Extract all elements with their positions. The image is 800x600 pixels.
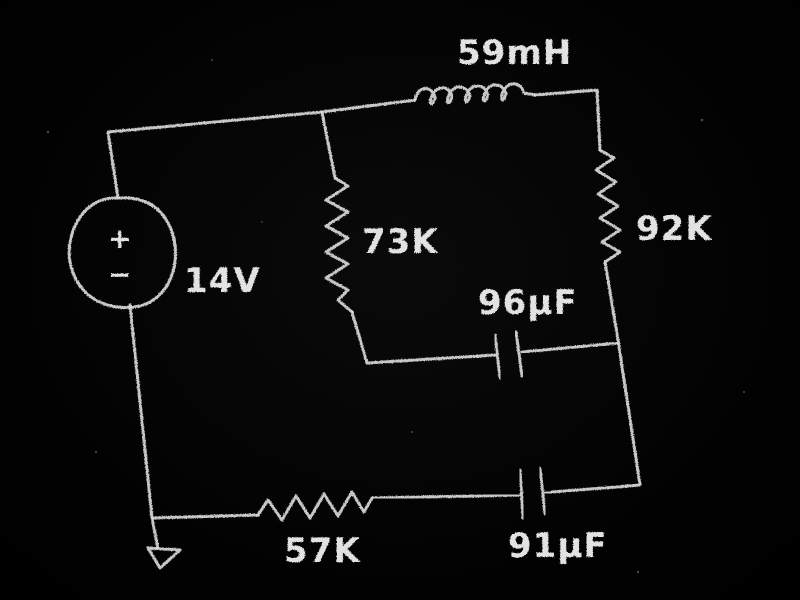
resistor-right bbox=[594, 148, 622, 264]
wire-inner-left-top bbox=[320, 110, 337, 180]
wire-source-top bbox=[106, 98, 417, 200]
inductor-top bbox=[413, 82, 537, 106]
source-minus-sign: − bbox=[108, 258, 131, 291]
capacitor-bottom-plate-right bbox=[538, 466, 547, 516]
wires bbox=[106, 88, 642, 550]
resistor-left-inner bbox=[324, 176, 354, 314]
capacitor-bottom-plate-left bbox=[518, 468, 525, 520]
wire-source-bottom bbox=[128, 303, 260, 520]
label-inductor-top: 59mH bbox=[457, 33, 572, 73]
wire-right-middle bbox=[550, 260, 642, 494]
wire-top-right bbox=[533, 88, 602, 152]
resistor-bottom bbox=[256, 490, 374, 522]
capacitor-bottom-lead bbox=[543, 490, 554, 495]
source-plus-sign: + bbox=[108, 222, 131, 255]
chalk-dust bbox=[46, 59, 745, 574]
wire-inner-left-bottom bbox=[350, 310, 497, 365]
wire-ground bbox=[150, 516, 160, 550]
label-capacitor-middle: 96μF bbox=[478, 283, 578, 323]
ground-symbol bbox=[146, 546, 182, 570]
capacitor-middle-plate-right bbox=[514, 330, 524, 378]
label-voltage-source: 14V bbox=[184, 261, 261, 301]
capacitor-middle-plate-left bbox=[493, 333, 502, 380]
voltage-source: + − bbox=[67, 196, 177, 309]
wire-inner-right bbox=[520, 341, 620, 354]
wire-bottom-mid bbox=[370, 493, 522, 500]
capacitor-bottom bbox=[518, 466, 554, 520]
label-resistor-bottom: 57K bbox=[284, 531, 361, 571]
label-capacitor-bottom: 91μF bbox=[508, 526, 608, 566]
label-resistor-right: 92K bbox=[636, 209, 713, 249]
label-resistor-left-inner: 73K bbox=[362, 222, 439, 262]
voltage-source-circle bbox=[67, 196, 177, 309]
capacitor-middle bbox=[493, 330, 524, 380]
